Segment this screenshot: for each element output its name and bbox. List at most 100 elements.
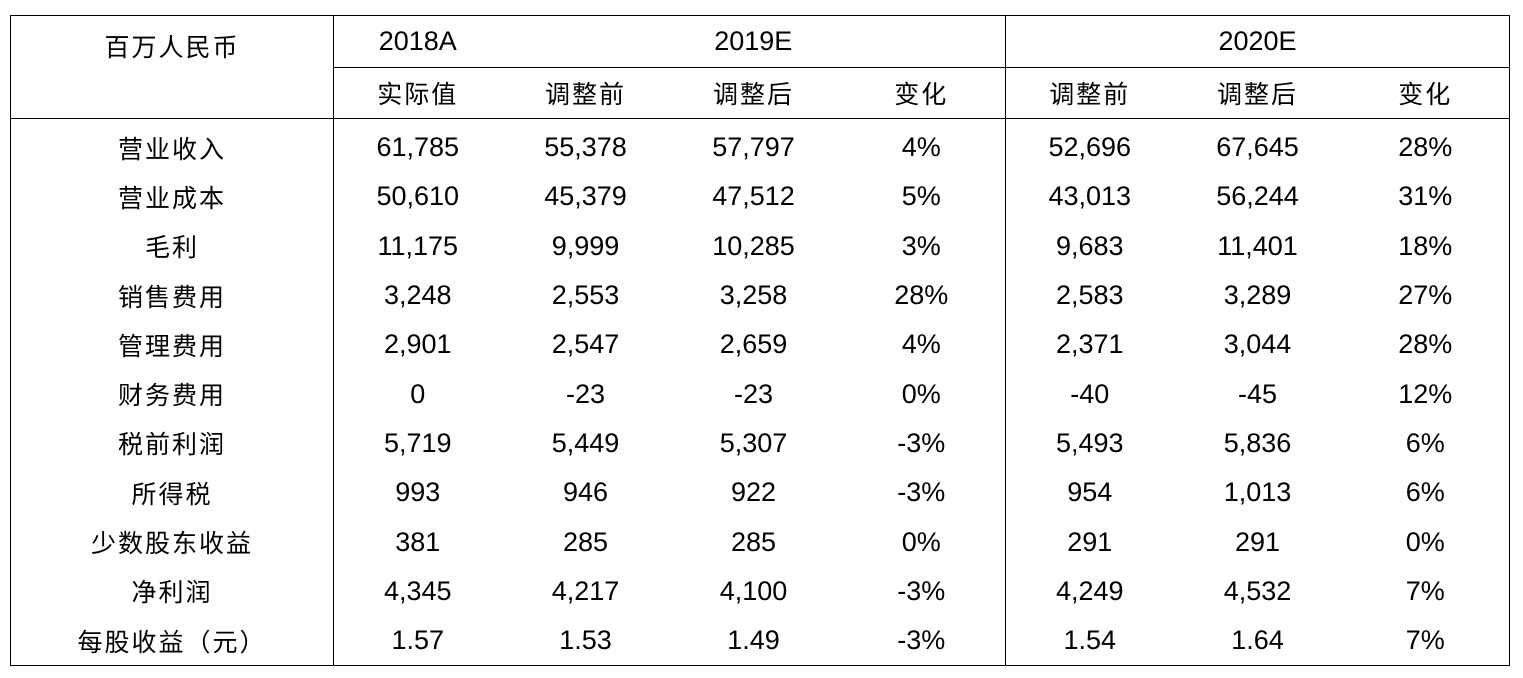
header-row-years: 百万人民币 2018A 2019E 2020E <box>10 15 1511 119</box>
subheader-2019-before: 调整前 <box>501 67 670 119</box>
table-cell: 52,696 <box>1048 132 1132 163</box>
subheader-2020-before: 调整前 <box>1005 67 1174 119</box>
table-cell: 12% <box>1341 369 1511 419</box>
header-row-sub: 实际值 调整前 调整后 变化 调整前 调整后 变化 <box>11 67 1511 119</box>
table-cell: 5,449 <box>551 427 620 458</box>
table-cell: -45 <box>1238 378 1278 409</box>
table-cell: 2,371 <box>1055 329 1124 360</box>
table-cell: 3,289 <box>1223 280 1292 311</box>
table-cell: 5,493 <box>1055 427 1124 458</box>
table-cell: 43,013 <box>1048 181 1132 212</box>
table-cell: 3,258 <box>719 280 788 311</box>
table-cell: 285 <box>562 526 609 557</box>
table-row: 少数股东收益 381 285 285 0% 291 291 0% <box>10 517 1511 567</box>
table-cell: 6% <box>1341 468 1511 518</box>
row-label: 所得税 <box>10 468 334 518</box>
unit-label: 百万人民币 <box>10 15 334 119</box>
table-cell: 4,217 <box>551 575 620 606</box>
row-label: 营业收入 <box>10 118 334 173</box>
row-label: 每股收益（元） <box>10 615 334 667</box>
table-row: 税前利润 5,719 5,449 5,307 -3% 5,493 5,836 6% <box>10 418 1511 469</box>
table-cell: -40 <box>1070 378 1110 409</box>
table-cell: 1,013 <box>1223 477 1292 508</box>
table-cell: 50,610 <box>376 181 460 212</box>
table-cell: 1.64 <box>1173 615 1342 667</box>
row-label: 净利润 <box>10 566 334 616</box>
table-cell: -3% <box>837 418 1007 469</box>
table-cell: 922 <box>730 477 777 508</box>
table-cell: 57,797 <box>712 132 795 163</box>
subheader-2020-change: 变化 <box>1341 67 1511 119</box>
table-cell: 2,553 <box>551 280 620 311</box>
table-row: 毛利 11,175 9,999 10,285 3% 9,683 11,401 18% <box>10 221 1511 271</box>
table-cell: 0% <box>837 517 1007 567</box>
table-cell: 291 <box>1067 526 1113 557</box>
table-cell: 285 <box>730 526 777 557</box>
table-cell: 28% <box>837 270 1007 321</box>
table-cell: 3,044 <box>1223 329 1292 360</box>
table-cell: 381 <box>395 526 441 557</box>
table-cell: 2,547 <box>551 329 620 360</box>
table-cell: 7% <box>1341 566 1511 616</box>
table-cell: 55,378 <box>544 132 627 163</box>
table-row: 销售费用 3,248 2,553 3,258 28% 2,583 3,289 27% <box>10 270 1511 321</box>
table-cell: 18% <box>1341 221 1511 271</box>
table-cell: 31% <box>1341 172 1511 222</box>
table-cell: 3,248 <box>383 280 452 311</box>
financial-forecast-table: 百万人民币 2018A 2019E 2020E 实际值 调整前 调整后 变化 调… <box>10 15 1511 667</box>
table-cell: 67,645 <box>1216 132 1299 163</box>
table-cell: 4,249 <box>1055 575 1124 606</box>
year-2018a: 2018A <box>333 15 502 68</box>
table-cell: 4,100 <box>719 575 788 606</box>
table-cell: 0% <box>1341 517 1511 567</box>
row-label: 少数股东收益 <box>10 517 334 567</box>
subheader-2019-change: 变化 <box>837 67 1006 119</box>
table-cell: 3% <box>837 221 1007 271</box>
table-cell: 1.57 <box>333 615 502 667</box>
table-cell: 28% <box>1341 320 1511 370</box>
table-cell: 954 <box>1067 477 1113 508</box>
table-cell: 9,999 <box>551 230 620 261</box>
subheader-2019-after: 调整后 <box>669 67 838 119</box>
table-cell: 2,901 <box>383 329 452 360</box>
table-cell: -3% <box>837 615 1007 667</box>
forecast-table: 百万人民币 2018A 2019E 2020E 实际值 调整前 调整后 变化 调… <box>10 15 1511 667</box>
table-cell: 4,532 <box>1223 575 1292 606</box>
table-cell: -23 <box>565 378 606 409</box>
table-cell: 1.54 <box>1005 615 1174 667</box>
year-2020e: 2020E <box>1005 15 1511 68</box>
subheader-2020-after: 调整后 <box>1173 67 1342 119</box>
table-cell: 2,659 <box>719 329 788 360</box>
table-row: 财务费用 0 -23 -23 0% -40 -45 12% <box>10 369 1511 419</box>
table-cell: 27% <box>1341 270 1511 321</box>
table-cell: 1.53 <box>501 615 670 667</box>
table-cell: 946 <box>562 477 609 508</box>
table-cell: 5,836 <box>1223 427 1292 458</box>
table-row: 所得税 993 946 922 -3% 954 1,013 6% <box>10 468 1511 518</box>
table-cell: 5,307 <box>719 427 788 458</box>
table-cell: 4% <box>837 320 1007 370</box>
table-cell: -3% <box>837 468 1007 518</box>
subheader-actual: 实际值 <box>333 67 502 119</box>
table-cell: 4% <box>837 118 1007 173</box>
table-cell: 28% <box>1341 118 1511 173</box>
year-2019e: 2019E <box>501 15 1006 68</box>
table-row: 营业收入 61,785 55,378 57,797 4% 52,696 67,645 28% <box>10 118 1511 173</box>
table-body: 营业收入 61,785 55,378 57,797 4% 52,696 67,645 28% 营… <box>10 118 1511 667</box>
table-cell: 5% <box>837 172 1007 222</box>
table-cell: 10,285 <box>712 230 795 261</box>
table-cell: 0 <box>410 378 426 409</box>
table-row: 营业成本 50,610 45,379 47,512 5% 43,013 56,244 31% <box>10 172 1511 222</box>
row-label: 财务费用 <box>10 369 334 419</box>
table-cell: 291 <box>1234 526 1281 557</box>
table-cell: 4,345 <box>383 575 452 606</box>
table-cell: 993 <box>395 477 441 508</box>
table-cell: -3% <box>837 566 1007 616</box>
table-cell: 9,683 <box>1055 230 1124 261</box>
table-cell: 1.49 <box>669 615 838 667</box>
table-cell: 5,719 <box>383 427 452 458</box>
row-label: 税前利润 <box>10 418 334 469</box>
row-label: 营业成本 <box>10 172 334 222</box>
table-cell: 7% <box>1341 615 1511 667</box>
table-cell: 2,583 <box>1055 280 1124 311</box>
